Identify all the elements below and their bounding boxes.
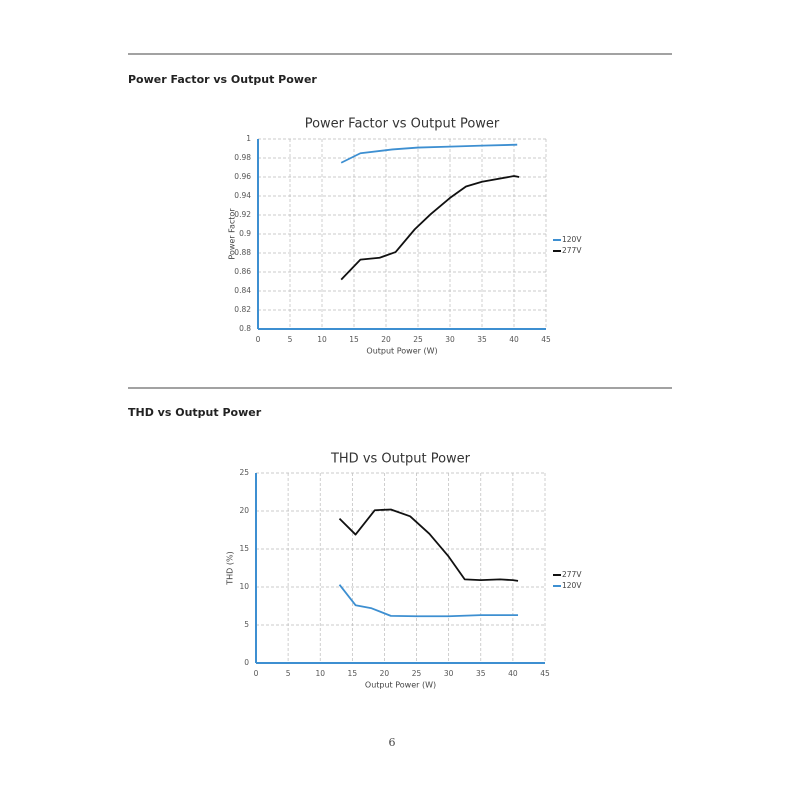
x-tick-label: 15 <box>348 669 358 678</box>
y-tick-label: 0.92 <box>234 210 251 219</box>
x-tick-label: 40 <box>508 669 518 678</box>
x-tick-label: 5 <box>286 669 291 678</box>
x-tick-label: 0 <box>256 335 261 344</box>
x-tick-label: 15 <box>349 335 359 344</box>
y-tick-label: 10 <box>239 582 249 591</box>
series-line <box>338 584 519 618</box>
x-tick-label: 35 <box>476 669 486 678</box>
y-tick-label: 0.84 <box>234 286 251 295</box>
x-tick-label: 30 <box>444 669 454 678</box>
y-axis-label: THD (%) <box>226 551 235 585</box>
y-tick-label: 0.88 <box>234 248 251 257</box>
legend-label: 120V <box>562 581 582 590</box>
legend-label: 120V <box>562 235 582 244</box>
legend-label: 277V <box>562 246 582 255</box>
y-tick-label: 0.86 <box>234 267 251 276</box>
x-tick-label: 45 <box>540 669 550 678</box>
y-tick-label: 5 <box>244 620 249 629</box>
series-line <box>338 508 519 582</box>
chart-title: Power Factor vs Output Power <box>305 117 500 132</box>
section-heading: THD vs Output Power <box>128 406 262 419</box>
series-line <box>340 175 520 281</box>
y-tick-label: 0.96 <box>234 172 251 181</box>
y-tick-label: 0.98 <box>234 153 251 162</box>
legend-label: 277V <box>562 570 582 579</box>
section-heading: Power Factor vs Output Power <box>128 73 317 86</box>
x-tick-label: 40 <box>509 335 519 344</box>
y-tick-label: 0.82 <box>234 305 251 314</box>
y-tick-label: 0.94 <box>234 191 251 200</box>
y-tick-label: 25 <box>239 468 249 477</box>
y-tick-label: 0.9 <box>239 229 251 238</box>
x-tick-label: 5 <box>288 335 293 344</box>
x-tick-label: 25 <box>412 669 422 678</box>
y-tick-label: 0.8 <box>239 324 251 333</box>
x-tick-label: 25 <box>413 335 423 344</box>
x-tick-label: 20 <box>381 335 391 344</box>
x-tick-label: 0 <box>254 669 259 678</box>
y-axis-label: Power Factor <box>228 208 237 260</box>
x-tick-label: 45 <box>541 335 551 344</box>
x-tick-label: 10 <box>317 335 327 344</box>
x-tick-label: 30 <box>445 335 455 344</box>
y-tick-label: 15 <box>239 544 249 553</box>
x-tick-label: 20 <box>380 669 390 678</box>
chart-title: THD vs Output Power <box>330 452 471 467</box>
y-tick-label: 20 <box>239 506 249 515</box>
x-axis-label: Output Power (W) <box>365 681 436 690</box>
x-axis-label: Output Power (W) <box>366 347 437 356</box>
page-number: 6 <box>389 736 396 749</box>
y-tick-label: 1 <box>246 134 251 143</box>
x-tick-label: 35 <box>477 335 487 344</box>
y-tick-label: 0 <box>244 658 249 667</box>
series-line <box>340 143 518 164</box>
x-tick-label: 10 <box>315 669 325 678</box>
